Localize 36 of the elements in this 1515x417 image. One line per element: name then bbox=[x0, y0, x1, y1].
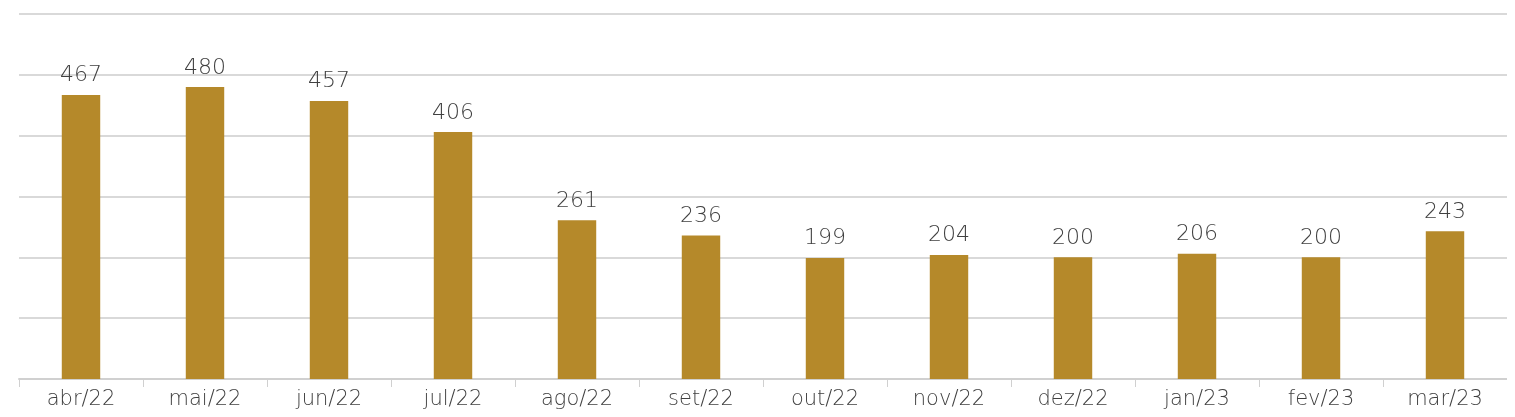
data-label: 204 bbox=[928, 221, 970, 247]
x-tick-label: nov/22 bbox=[912, 385, 986, 410]
x-tick-label: dez/22 bbox=[1037, 385, 1109, 410]
x-tick-label: abr/22 bbox=[46, 385, 116, 410]
data-label: 261 bbox=[556, 186, 598, 212]
x-tick-label: ago/22 bbox=[540, 385, 614, 410]
data-label: 236 bbox=[680, 201, 722, 227]
data-label: 206 bbox=[1176, 220, 1218, 246]
x-tick-label: jul/22 bbox=[422, 385, 483, 410]
x-tick-label: mai/22 bbox=[168, 385, 242, 410]
data-label: 200 bbox=[1300, 223, 1342, 249]
bar bbox=[681, 235, 721, 379]
data-label: 200 bbox=[1052, 223, 1094, 249]
data-label: 480 bbox=[184, 53, 226, 79]
x-tick-label: jun/22 bbox=[294, 385, 363, 410]
x-tick-label: mar/23 bbox=[1407, 385, 1483, 410]
bar bbox=[433, 132, 473, 379]
bar bbox=[185, 87, 225, 379]
data-label: 457 bbox=[308, 67, 350, 93]
x-tick-label: jan/23 bbox=[1163, 385, 1230, 410]
data-label: 467 bbox=[60, 61, 102, 87]
bar bbox=[1425, 231, 1465, 379]
x-tick-label: set/22 bbox=[668, 385, 734, 410]
bar bbox=[929, 254, 969, 379]
bar bbox=[1177, 253, 1217, 379]
bar bbox=[557, 220, 597, 379]
bar bbox=[61, 94, 101, 379]
data-label: 406 bbox=[432, 98, 474, 124]
bar bbox=[309, 100, 349, 379]
bar bbox=[805, 257, 845, 379]
bar bbox=[1301, 257, 1341, 379]
x-tick-label: out/22 bbox=[790, 385, 860, 410]
bar bbox=[1053, 257, 1093, 379]
data-label: 243 bbox=[1424, 197, 1466, 223]
data-label: 199 bbox=[804, 224, 846, 250]
x-tick-label: fev/23 bbox=[1287, 385, 1355, 410]
